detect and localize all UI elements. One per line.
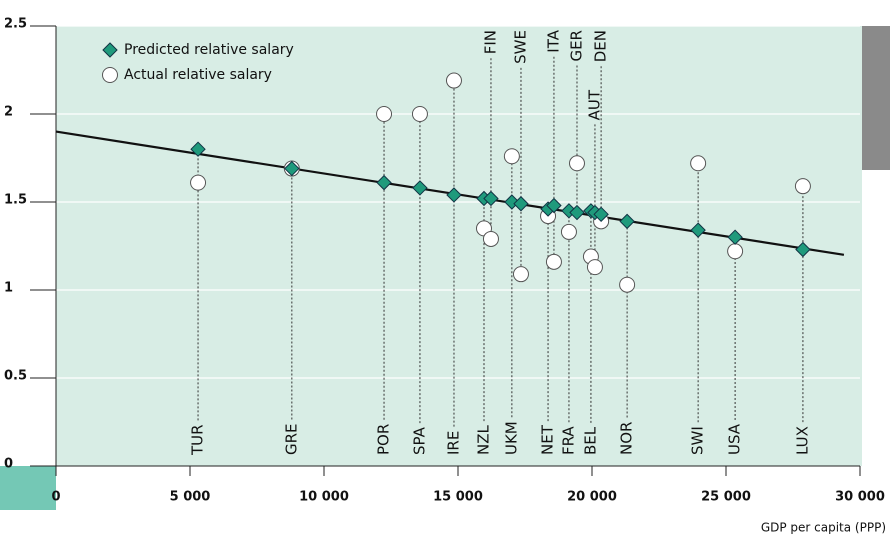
country-label: SWE <box>511 30 529 64</box>
y-tick-label: 0 <box>4 457 13 472</box>
predicted-marker <box>795 241 811 258</box>
legend-label: Actual relative salary <box>124 67 272 83</box>
predicted-marker <box>284 160 300 177</box>
actual-marker <box>503 148 520 165</box>
actual-marker <box>445 72 462 89</box>
country-label: GER <box>567 30 585 62</box>
x-tick-label: 15 000 <box>433 490 483 505</box>
country-label: TUR <box>189 424 207 456</box>
corner-band <box>0 466 56 510</box>
actual-marker <box>190 174 207 191</box>
country-label: DEN <box>592 30 610 62</box>
predicted-marker <box>483 190 499 207</box>
predicted-marker <box>619 213 635 230</box>
actual-marker <box>482 230 499 247</box>
x-tick-label: 30 000 <box>835 490 885 505</box>
plot-background <box>56 26 862 466</box>
predicted-marker <box>412 180 428 196</box>
actual-marker <box>619 276 636 293</box>
country-label: NOR <box>618 422 636 455</box>
y-tick-label: 2 <box>4 105 13 120</box>
x-axis-label: GDP per capita (PPP) <box>761 521 886 535</box>
country-label: FRA <box>559 426 577 455</box>
actual-marker <box>545 253 562 270</box>
predicted-marker <box>593 206 609 223</box>
country-label: SWI <box>689 426 707 455</box>
country-label: GRE <box>282 423 300 455</box>
actual-marker <box>690 155 707 172</box>
country-label: BEL <box>581 426 599 455</box>
country-label: USA <box>726 423 744 455</box>
country-label: POR <box>375 424 393 455</box>
x-tick-label: 20 000 <box>567 490 617 505</box>
actual-marker <box>586 259 603 276</box>
country-label: ITA <box>544 29 562 52</box>
legend-label: Predicted relative salary <box>124 42 294 58</box>
country-label: FIN <box>481 30 499 54</box>
actual-marker <box>794 178 811 195</box>
predicted-marker <box>569 204 585 221</box>
country-label: AUT <box>585 89 603 120</box>
legend-marker <box>102 67 118 83</box>
y-tick-label: 2.5 <box>4 17 27 32</box>
country-label: LUX <box>793 426 811 455</box>
predicted-marker <box>546 197 562 214</box>
predicted-marker <box>190 141 206 157</box>
x-tick-label: 10 000 <box>299 490 349 505</box>
legend-marker <box>102 42 118 58</box>
country-label: IRE <box>444 431 462 455</box>
predicted-marker <box>513 196 529 212</box>
x-tick-label: 25 000 <box>701 490 751 505</box>
actual-marker <box>512 266 529 283</box>
country-label: UKM <box>502 421 520 455</box>
x-tick-label: 5 000 <box>170 490 211 505</box>
actual-marker <box>727 243 744 260</box>
predicted-marker <box>727 229 743 245</box>
y-tick-label: 1 <box>4 281 13 296</box>
y-tick-label: 1.5 <box>4 193 27 208</box>
predicted-marker <box>446 187 462 203</box>
actual-marker <box>560 223 577 240</box>
predicted-marker <box>376 174 392 191</box>
country-label: NET <box>539 424 557 455</box>
side-band <box>862 26 890 170</box>
y-tick-label: 0.5 <box>4 369 27 384</box>
actual-marker <box>376 106 393 122</box>
country-label: NZL <box>474 425 492 455</box>
country-label: SPA <box>410 426 428 455</box>
actual-marker <box>568 155 585 172</box>
actual-marker <box>411 106 428 122</box>
predicted-marker <box>690 222 706 238</box>
x-tick-label: 0 <box>51 490 60 505</box>
